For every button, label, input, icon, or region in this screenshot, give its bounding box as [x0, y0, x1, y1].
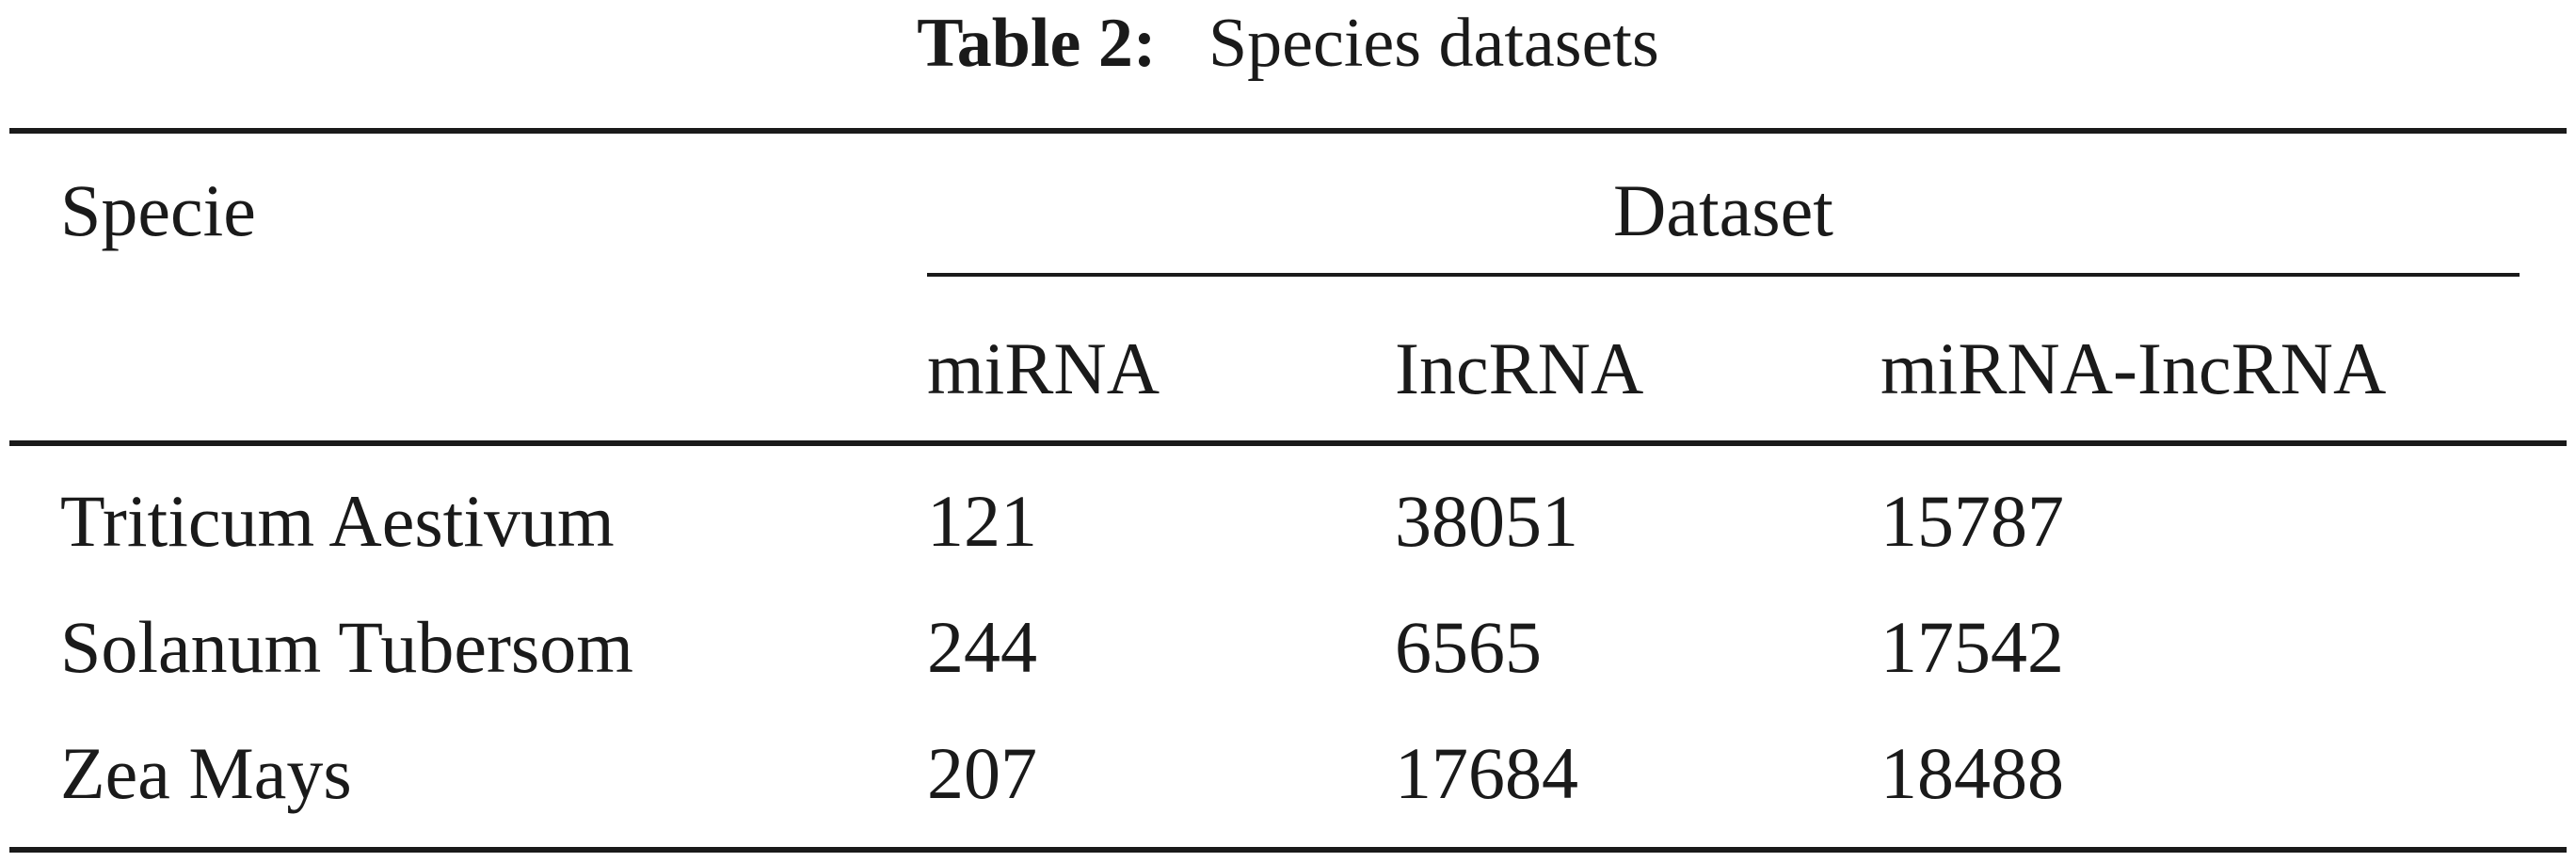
cell-incrna: 17684	[1395, 730, 1578, 817]
cell-mirna: 244	[927, 604, 1037, 691]
header-dataset: Dataset	[927, 168, 2520, 254]
row-specie: Triticum Aestivum	[60, 478, 615, 565]
cell-mirna: 121	[927, 478, 1037, 565]
table-caption-spacer	[1174, 5, 1192, 82]
row-specie: Solanum Tubersom	[60, 604, 633, 691]
table-top-rule	[9, 128, 2567, 134]
table-caption-label: Table 2:	[917, 5, 1156, 82]
cell-incrna: 6565	[1395, 604, 1542, 691]
table-bottom-rule	[9, 847, 2567, 853]
cell-mirna: 207	[927, 730, 1037, 817]
table-header-rule	[9, 440, 2567, 446]
cell-mirna-incrna: 17542	[1880, 604, 2064, 691]
cell-incrna: 38051	[1395, 478, 1578, 565]
header-specie: Specie	[60, 168, 256, 254]
header-mirna-incrna: miRNA-IncRNA	[1880, 326, 2386, 412]
cell-mirna-incrna: 18488	[1880, 730, 2064, 817]
header-mirna: miRNA	[927, 326, 1160, 412]
table-caption: Table 2: Species datasets	[0, 0, 2576, 87]
header-incrna: IncRNA	[1395, 326, 1643, 412]
dataset-group-rule	[927, 273, 2520, 277]
row-specie: Zea Mays	[60, 730, 352, 817]
cell-mirna-incrna: 15787	[1880, 478, 2064, 565]
table-caption-text: Species datasets	[1208, 5, 1659, 82]
